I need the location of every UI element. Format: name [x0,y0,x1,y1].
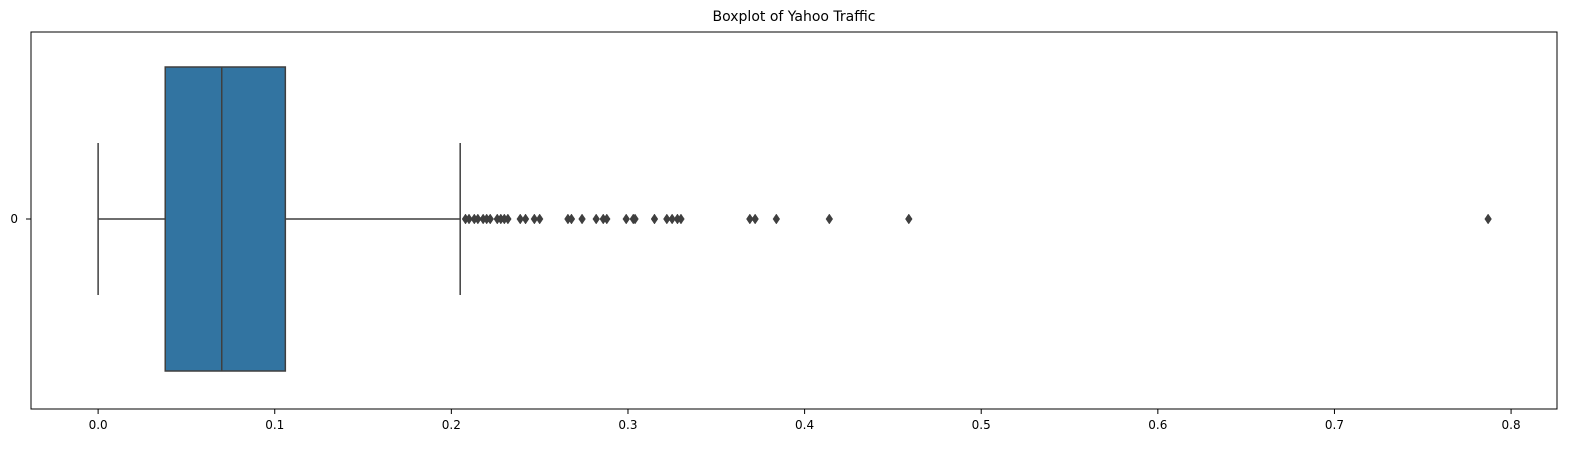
box [164,66,287,372]
outlier-point [521,213,530,225]
x-tick-label: 0.3 [618,418,637,432]
outlier-point [474,213,482,225]
outlier-point [825,213,834,225]
outlier-point [535,213,544,225]
x-tick-label: 0.6 [1148,418,1167,432]
x-tick-label: 0.8 [1502,418,1521,432]
outlier-point [567,213,576,225]
outlier-point [1484,213,1492,225]
outlier-point [530,213,539,225]
x-tick-label: 0.0 [89,418,108,432]
outlier-point [772,213,781,225]
outlier-point [486,213,494,225]
y-tick-label: 0 [10,212,18,226]
outlier-point [677,213,685,225]
outlier-point [663,213,671,225]
outlier-point [650,213,659,225]
outlier-point [578,213,586,225]
outlier-point [746,213,754,225]
x-tick-label: 0.7 [1325,418,1344,432]
outlier-point [631,213,639,225]
x-tick-label: 0.1 [265,418,284,432]
outlier-point [592,213,600,225]
chart-title: Boxplot of Yahoo Traffic [713,9,876,25]
outlier-point [516,213,524,225]
x-tick-label: 0.4 [795,418,814,432]
outlier-point [622,213,630,225]
outlier-point [668,213,676,225]
outlier-point [465,213,473,225]
x-tick-label: 0.2 [442,418,461,432]
outlier-point [504,213,512,225]
x-tick-label: 0.5 [972,418,991,432]
axes-frame [30,31,1558,410]
outlier-point [751,213,759,225]
outlier-point [905,213,913,225]
plot-area: 0.0 0.1 0.2 0.3 0.4 0.5 0.6 0.7 0.8 0 [10,31,1558,432]
outlier-point [603,213,611,225]
